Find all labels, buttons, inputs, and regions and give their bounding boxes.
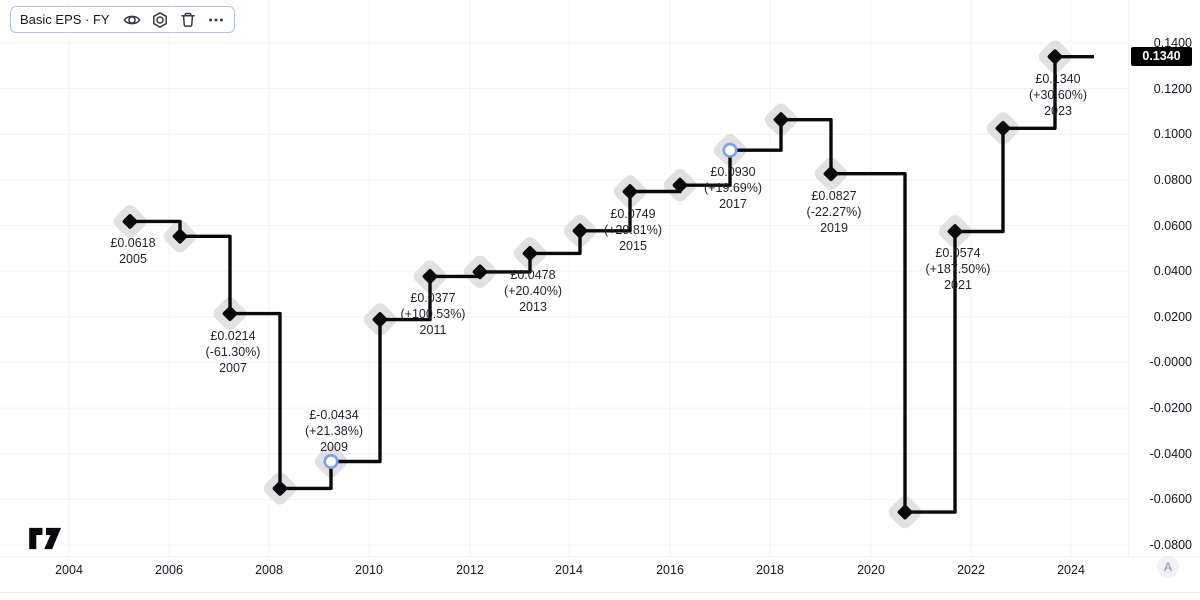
price-tick-label: 0.1000 — [1153, 127, 1192, 142]
data-point-2015[interactable] — [622, 183, 638, 199]
data-point-2019[interactable] — [823, 166, 839, 182]
price-tick-label: 0.1200 — [1153, 81, 1192, 96]
time-axis[interactable]: 2004 2006 2008 2010 2012 2014 2016 2018 2020 2022… — [0, 556, 1200, 592]
data-point-2016[interactable] — [672, 177, 688, 193]
selection-handle-2017[interactable] — [722, 142, 738, 158]
data-point-2006[interactable] — [172, 228, 188, 244]
time-tick-label: 2016 — [656, 563, 684, 577]
delete-icon[interactable] — [176, 9, 201, 30]
price-tick-label: -0.0600 — [1149, 492, 1192, 507]
time-axis-border — [0, 556, 1200, 557]
time-tick-label: 2006 — [155, 563, 183, 577]
series-title: Basic EPS · FY — [20, 12, 110, 27]
data-point-2011[interactable] — [422, 268, 438, 284]
price-tick-label: 0.0400 — [1153, 264, 1192, 279]
eps-step-line — [130, 55, 1094, 514]
series-legend-toolbar[interactable]: Basic EPS · FY — [10, 6, 235, 33]
selection-handle-2009[interactable] — [323, 453, 339, 469]
data-point-2008[interactable] — [272, 480, 288, 496]
auto-scale-badge[interactable]: A — [1157, 556, 1179, 578]
time-tick-label: 2024 — [1057, 563, 1085, 577]
price-tick-label: 0.0800 — [1153, 172, 1192, 187]
price-tick-label: -0.0800 — [1149, 537, 1192, 552]
data-point-2021[interactable] — [947, 223, 963, 239]
visibility-icon[interactable] — [120, 9, 145, 30]
last-price-tag: 0.1340 — [1131, 47, 1192, 66]
data-point-2014[interactable] — [572, 223, 588, 239]
time-tick-label: 2008 — [255, 563, 283, 577]
price-tick-label: -0.0000 — [1149, 355, 1192, 370]
data-point-2013[interactable] — [522, 245, 538, 261]
time-tick-label: 2020 — [857, 563, 885, 577]
time-tick-label: 2010 — [355, 563, 383, 577]
time-tick-label: 2014 — [555, 563, 583, 577]
time-tick-label: 2004 — [55, 563, 83, 577]
tradingview-logo[interactable] — [28, 527, 64, 555]
data-point-2020[interactable] — [897, 504, 913, 520]
data-point-2022[interactable] — [995, 120, 1011, 136]
price-tick-label: 0.0600 — [1153, 218, 1192, 233]
price-axis[interactable]: 0.1400 0.1200 0.1000 0.0800 0.0600 0.0400 0.02… — [1128, 0, 1200, 556]
time-tick-label: 2018 — [756, 563, 784, 577]
price-tick-label: -0.0200 — [1149, 401, 1192, 416]
price-tick-label: 0.0200 — [1153, 309, 1192, 324]
more-options-icon[interactable] — [204, 9, 229, 30]
price-tick-label: -0.0400 — [1149, 446, 1192, 461]
data-point-2007[interactable] — [222, 305, 238, 321]
price-axis-border — [1128, 0, 1129, 556]
price-tick-label: 0.1400 — [1153, 36, 1192, 50]
data-point-2023[interactable] — [1047, 48, 1063, 65]
data-point-2012[interactable] — [472, 264, 488, 280]
data-point-2010[interactable] — [372, 311, 388, 327]
time-tick-label: 2022 — [957, 563, 985, 577]
data-point-2018[interactable] — [773, 111, 789, 128]
time-tick-label: 2012 — [456, 563, 484, 577]
data-point-2005[interactable] — [122, 213, 138, 229]
bottom-divider — [0, 592, 1200, 593]
settings-icon[interactable] — [148, 9, 173, 30]
